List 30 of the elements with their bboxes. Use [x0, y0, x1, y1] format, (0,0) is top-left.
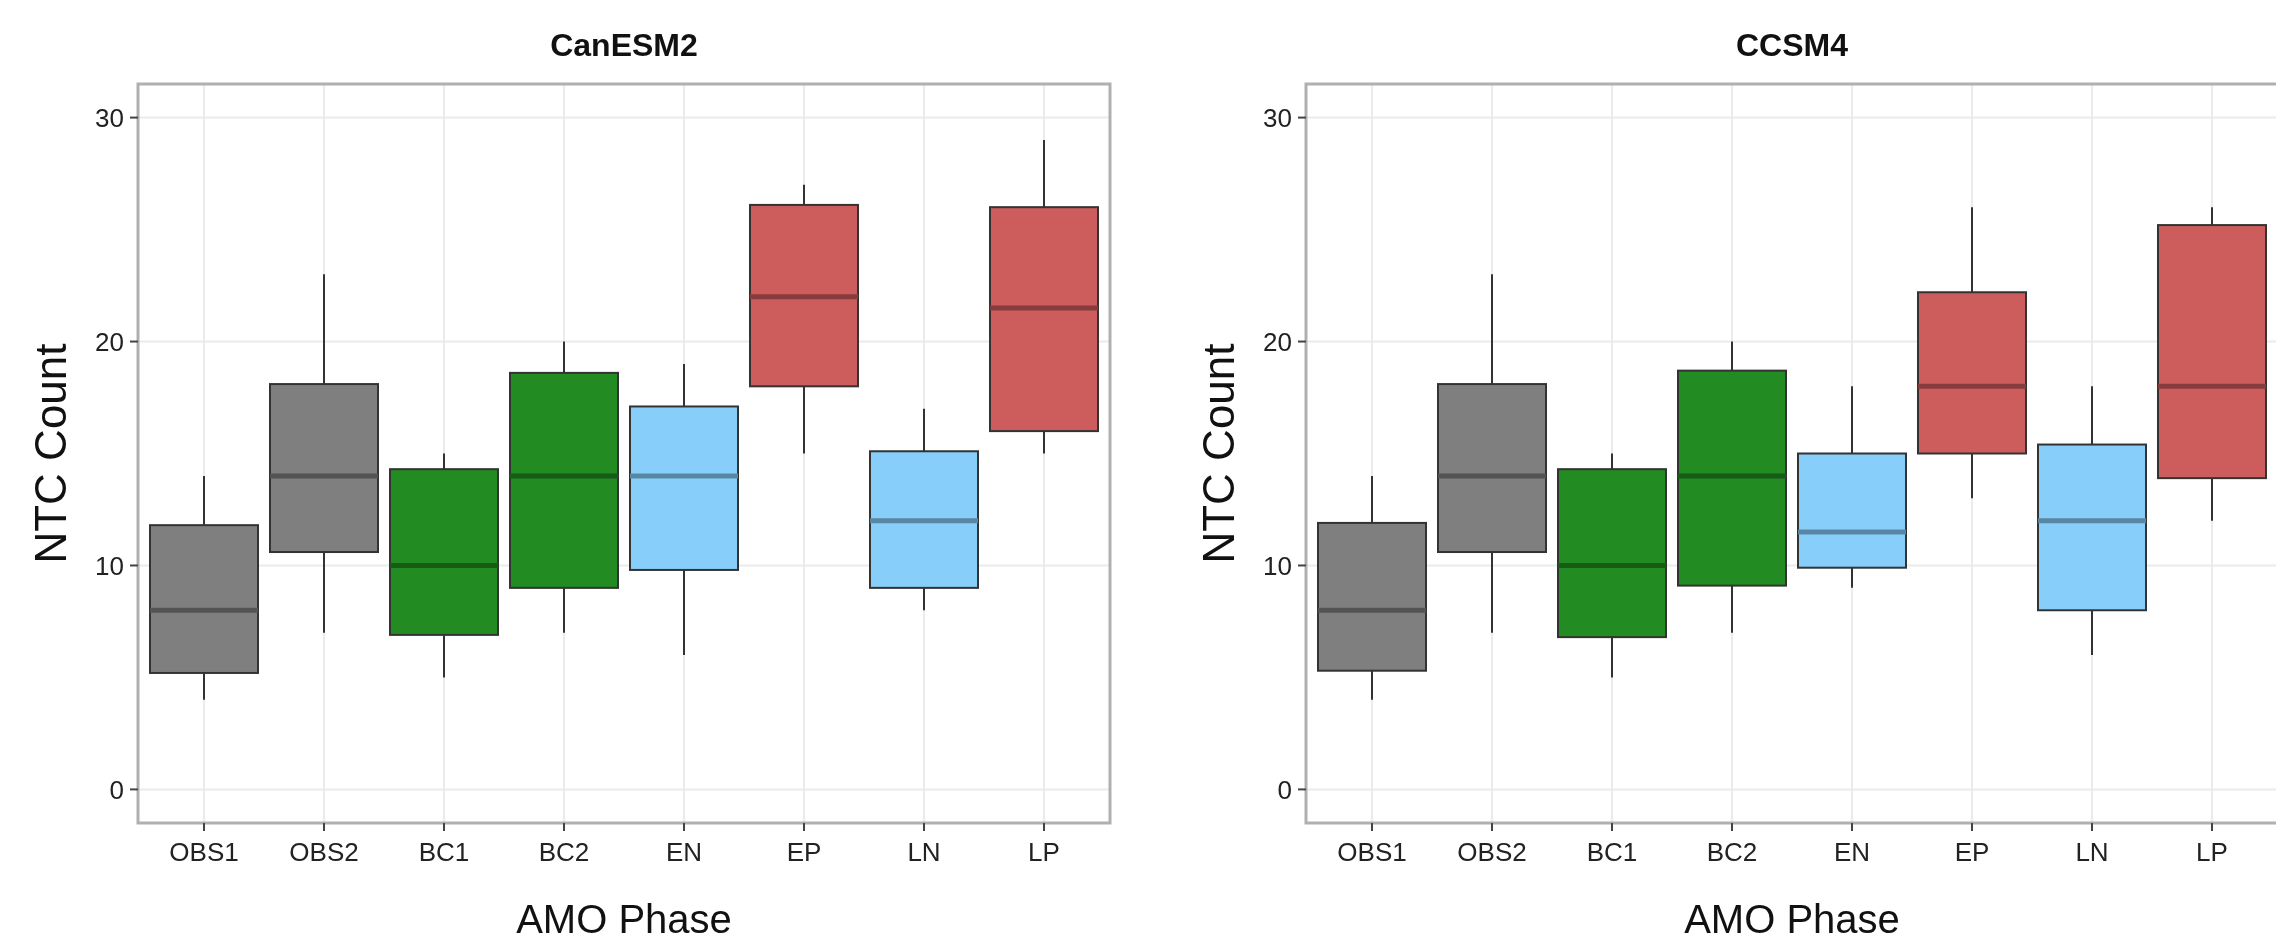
- x-axis-title: AMO Phase: [516, 897, 732, 941]
- chart-title: CCSM4: [1735, 27, 1849, 63]
- y-tick-label: 0: [109, 774, 124, 805]
- x-tick-label: BC1: [1586, 837, 1638, 867]
- x-tick-label: LP: [2196, 837, 2228, 867]
- y-tick-label: 20: [95, 326, 124, 357]
- y-tick-label: 20: [1263, 326, 1292, 357]
- y-axis-title: NTC Count: [26, 343, 75, 564]
- y-tick-label: 0: [1277, 774, 1292, 805]
- x-tick-label: BC2: [1706, 837, 1758, 867]
- x-tick-label: OBS2: [289, 837, 359, 867]
- x-tick-label: OBS1: [1337, 837, 1407, 867]
- x-tick-label: EP: [1954, 837, 1990, 867]
- x-tick-label: LN: [907, 837, 941, 867]
- x-tick-label: EP: [786, 837, 822, 867]
- x-tick-label: OBS1: [169, 837, 239, 867]
- y-tick-label: 10: [95, 550, 124, 581]
- x-tick-label: BC1: [418, 837, 470, 867]
- x-tick-label: LP: [1028, 837, 1060, 867]
- x-tick-label: EN: [1833, 837, 1871, 867]
- y-axis-title: NTC Count: [1194, 343, 1243, 564]
- y-tick-label: 10: [1263, 550, 1292, 581]
- y-tick-label: 30: [1263, 102, 1292, 133]
- y-tick-label: 30: [95, 102, 124, 133]
- x-tick-label: EN: [665, 837, 703, 867]
- x-tick-label: LN: [2075, 837, 2109, 867]
- x-axis-title: AMO Phase: [1684, 897, 1900, 941]
- x-tick-label: OBS2: [1457, 837, 1527, 867]
- chart-title: CanESM2: [550, 27, 698, 63]
- x-tick-label: BC2: [538, 837, 590, 867]
